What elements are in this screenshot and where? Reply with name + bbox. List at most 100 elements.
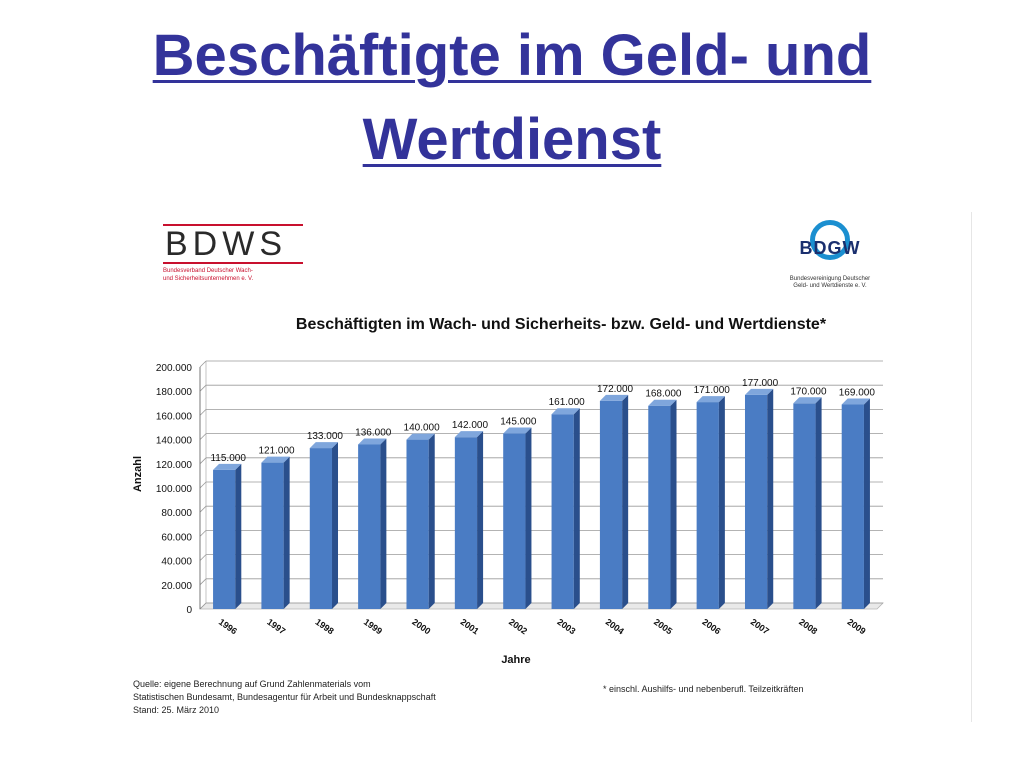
bar-2002: [503, 427, 532, 609]
y-tick-label: 80.000: [161, 508, 192, 519]
y-tick-label: 160.000: [156, 411, 193, 422]
y-tick-label: 60.000: [161, 532, 192, 543]
source-line-2: Statistischen Bundesamt, Bundesagentur f…: [133, 692, 436, 702]
bar-side: [380, 438, 387, 609]
x-tick-label: 2006: [700, 617, 722, 637]
bar-top: [454, 431, 484, 438]
value-label: 136.000: [355, 427, 392, 438]
bar-front: [841, 404, 864, 609]
gridline-diagonal: [199, 602, 207, 610]
y-tick-label: 0: [186, 605, 192, 616]
x-axis-ticks: 1996 1997 1998 1999 2000 2001 2002 2003 2004 2005…: [217, 617, 868, 637]
bar-top: [744, 388, 774, 395]
bar-1999: [358, 438, 387, 609]
bar-top: [599, 394, 629, 401]
source-line-1: Quelle: eigene Berechnung auf Grund Zahl…: [133, 679, 371, 689]
bar-top: [696, 396, 725, 403]
x-tick-label: 1996: [217, 617, 239, 637]
bar-top: [309, 442, 339, 449]
y-tick-label: 40.000: [161, 557, 192, 568]
bdgw-subtitle-line-1: Bundesvereinigung Deutscher: [789, 276, 871, 282]
bar-2003: [551, 408, 580, 609]
bar-side: [332, 442, 339, 609]
bar-top: [841, 398, 870, 405]
y-tick-label: 180.000: [156, 387, 193, 398]
bar-side: [428, 433, 435, 609]
bdws-logo-subtitle: Bundesverband Deutscher Wach- und Sicher…: [163, 267, 303, 283]
value-label: 177.000: [742, 378, 779, 389]
gridline-diagonal: [199, 481, 207, 489]
value-label: 168.000: [645, 389, 682, 400]
chart-panel: BDWS Bundesverband Deutscher Wach- und S…: [125, 212, 972, 722]
bar-2007: [744, 388, 774, 609]
bar-side: [283, 456, 290, 609]
bar-front: [696, 402, 719, 609]
bdgw-logo: BDGW Bundesvereinigung Deutscher Geld- u…: [775, 220, 885, 290]
chart-gridlines: [199, 360, 884, 610]
bar-2009: [841, 398, 870, 609]
y-tick-label: 140.000: [156, 436, 193, 447]
chart-bars: [213, 388, 870, 609]
bar-front: [309, 448, 333, 609]
bar-top: [503, 427, 532, 434]
gridline-diagonal: [199, 384, 207, 392]
value-labels: 115.000 121.000 133.000 136.000 140.000 142.0…: [210, 378, 875, 464]
y-tick-label: 120.000: [156, 460, 193, 471]
bar-side: [863, 398, 870, 609]
value-label: 142.000: [452, 420, 489, 431]
bar-top: [358, 438, 387, 445]
bar-front: [406, 439, 429, 609]
gridline-diagonal: [199, 578, 207, 586]
x-tick-label: 2000: [410, 617, 432, 637]
x-tick-label: 2005: [652, 617, 674, 637]
bar-side: [573, 408, 580, 609]
bar-front: [454, 437, 478, 609]
gridline-diagonal: [199, 505, 207, 513]
value-label: 171.000: [694, 385, 731, 396]
bar-side: [525, 427, 532, 609]
x-tick-label: 2007: [749, 617, 771, 637]
value-label: 169.000: [839, 388, 876, 399]
bar-2004: [599, 394, 629, 609]
value-label: 140.000: [404, 423, 441, 434]
bar-front: [503, 433, 526, 609]
y-tick-label: 20.000: [161, 581, 192, 592]
bar-side: [718, 396, 725, 609]
x-tick-label: 1997: [265, 617, 287, 637]
asterisk-note: * einschl. Aushilfs- und nebenberufl. Te…: [603, 684, 804, 694]
x-tick-label: 1998: [314, 617, 336, 637]
slide-title-line-2: Wertdienst: [362, 107, 662, 172]
value-label: 115.000: [210, 453, 246, 464]
gridline-diagonal: [199, 457, 207, 465]
bar-side: [815, 397, 822, 609]
value-label: 121.000: [258, 446, 295, 457]
bar-2001: [454, 431, 484, 609]
bar-1996: [213, 463, 242, 609]
bdws-logo: BDWS Bundesverband Deutscher Wach- und S…: [163, 224, 303, 283]
slide-title-line-1: Beschäftigte im Geld- und: [152, 23, 872, 88]
bar-front: [358, 444, 381, 609]
bdgw-logo-subtitle: Bundesvereinigung Deutscher Geld- und We…: [775, 276, 885, 290]
bar-2006: [696, 396, 725, 609]
bdgw-logo-wordmark: BDGW: [799, 238, 861, 258]
bar-2008: [793, 397, 822, 609]
bar-2000: [406, 433, 435, 609]
source-note: Quelle: eigene Berechnung auf Grund Zahl…: [133, 678, 436, 717]
bar-top: [551, 408, 580, 415]
logo-top-rule: [163, 224, 303, 226]
x-tick-label: 2001: [459, 617, 481, 637]
bar-front: [793, 403, 816, 609]
gridline-diagonal: [199, 433, 207, 440]
value-label: 161.000: [549, 397, 586, 408]
bar-side: [670, 399, 677, 609]
bar-chart: Beschäftigten im Wach- und Sicherheits- …: [132, 316, 884, 666]
y-axis-label: Anzahl: [132, 456, 144, 492]
bar-top: [406, 433, 435, 440]
gridline-diagonal: [199, 554, 207, 561]
x-tick-label: 2003: [555, 617, 577, 637]
bar-side: [477, 431, 484, 609]
bar-2005: [648, 399, 677, 609]
gridline-diagonal: [199, 409, 207, 416]
bdgw-logo-ring: [810, 220, 850, 260]
x-tick-label: 2004: [604, 617, 626, 637]
